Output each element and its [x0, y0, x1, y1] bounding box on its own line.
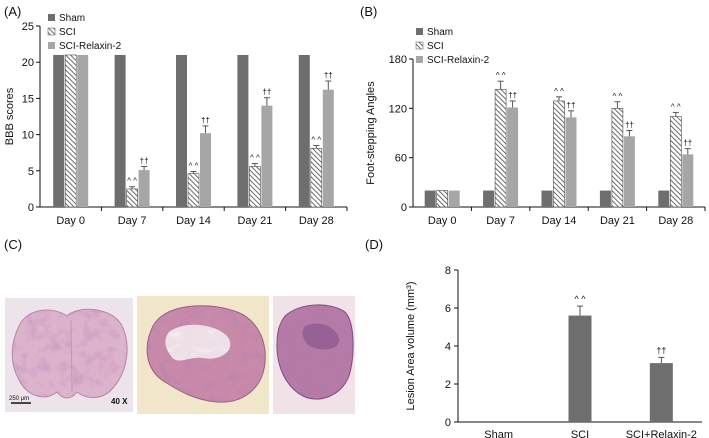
x-tick-label: Day 21: [237, 215, 272, 227]
micrograph-panel: 250 μm 40 X: [5, 296, 355, 414]
legend-label: Sham: [59, 13, 85, 24]
panel-c-label: (C): [4, 237, 23, 252]
legend-label: SCI: [59, 27, 76, 38]
x-tick-label: Day 28: [299, 215, 334, 227]
x-tick-label: Day 7: [118, 215, 147, 227]
y-axis-label: BBB scores: [4, 87, 16, 145]
x-tick-label: Day 0: [56, 215, 85, 227]
scale-bar-label: 250 μm: [9, 396, 29, 402]
legend-label: SCI-Relaxin-2: [59, 41, 122, 52]
legend-swatch: [48, 42, 55, 49]
significance-mark: ††: [201, 116, 210, 125]
bar-sci-relaxin-2: [138, 170, 150, 207]
bar-sci-relaxin-2: [77, 54, 89, 208]
legend-swatch: [48, 14, 55, 21]
bar-sham: [237, 54, 249, 208]
bar-sci: [310, 148, 323, 208]
panel-d-label: (D): [365, 237, 384, 252]
bar-sham: [298, 54, 310, 208]
y-tick-label: 15: [22, 93, 34, 105]
bar-sham: [114, 54, 126, 208]
bar-sham: [176, 54, 187, 208]
significance-mark: ††: [262, 88, 271, 97]
micrograph-sham: 250 μm 40 X: [5, 298, 133, 412]
bar-sci-relaxin-2: [261, 105, 273, 207]
panel-a-label: (A): [4, 4, 22, 19]
bar-sci: [64, 54, 77, 208]
significance-mark: ^ ^: [250, 154, 260, 163]
bar-sci: [126, 188, 138, 208]
magnification-label: 40 X: [111, 397, 128, 406]
x-tick-label: Day 14: [176, 215, 211, 227]
panel-b-label: (B): [360, 4, 378, 19]
y-tick-label: 20: [22, 57, 34, 69]
y-tick-label: 25: [22, 21, 34, 33]
bar-sci: [187, 173, 200, 208]
y-tick-label: 10: [22, 130, 34, 142]
y-tick-label: 0: [28, 202, 34, 214]
micrograph-sci: [137, 296, 269, 414]
legend-swatch: [47, 27, 56, 36]
bar-sci-relaxin-2: [200, 133, 211, 207]
significance-mark: ^ ^: [311, 135, 321, 144]
y-tick-label: 5: [28, 166, 34, 178]
micrograph-sci-relaxin: [273, 296, 355, 414]
bar-sham: [53, 54, 65, 208]
significance-mark: ††: [140, 156, 149, 165]
significance-mark: ^ ^: [189, 162, 199, 171]
significance-mark: ††: [324, 71, 333, 80]
bar-sci-relaxin-2: [322, 89, 334, 207]
significance-mark: ^ ^: [127, 177, 137, 186]
bar-sci: [249, 166, 261, 208]
